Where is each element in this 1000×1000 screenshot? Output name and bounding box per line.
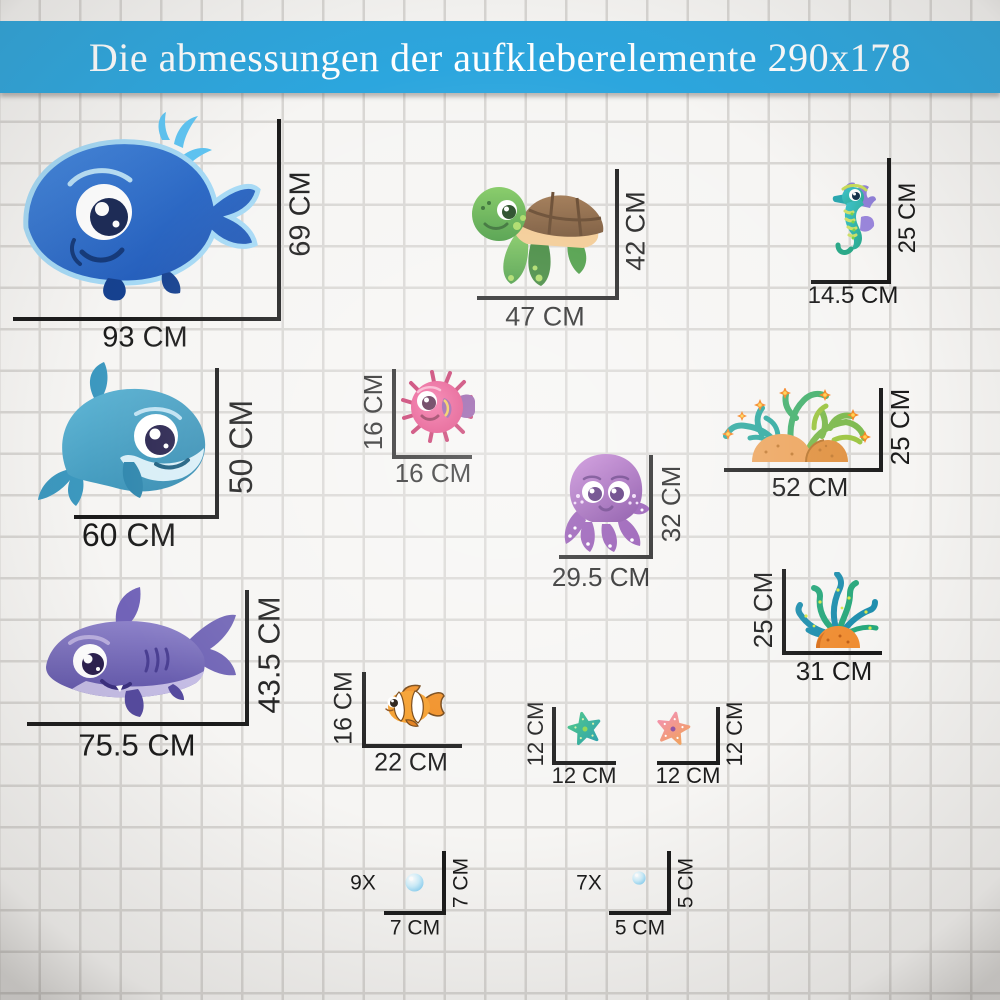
- shark-width-label: 75.5 CM: [78, 727, 196, 763]
- coral-height-line: [879, 388, 883, 472]
- pufferfish-width-label: 16 CM: [394, 458, 472, 488]
- shark-sticker: [46, 587, 236, 717]
- coral-sticker: [722, 388, 871, 463]
- octopus-sticker: [564, 454, 650, 552]
- clownfish-sticker: [385, 684, 445, 727]
- starfish-teal-sticker: [567, 711, 601, 746]
- starfish-teal-height-line: [552, 707, 556, 765]
- whale-height-line: [277, 119, 281, 321]
- dolphin-width-line: [74, 515, 219, 519]
- seaweed-sticker: [795, 572, 879, 648]
- bubble-small-sticker: [632, 871, 646, 885]
- seahorse-width-label: 14.5 CM: [807, 282, 899, 309]
- seahorse-sticker: [832, 182, 876, 255]
- starfish-teal-width-label: 12 CM: [551, 763, 617, 788]
- seaweed-width-label: 31 CM: [795, 656, 873, 686]
- bubble-large-sticker: [405, 873, 424, 892]
- whale-width-line: [13, 317, 281, 321]
- starfish-teal-width-line: [552, 761, 616, 765]
- seaweed-width-line: [782, 651, 882, 655]
- bubble-large-count-label: 9X: [350, 871, 376, 895]
- page-title: Die abmessungen der aufkleberelemente 29…: [88, 34, 912, 80]
- dolphin-sticker: [38, 362, 206, 506]
- coral-width-line: [724, 468, 883, 472]
- whale-sticker: [23, 112, 261, 301]
- title-banner: Die abmessungen der aufkleberelemente 29…: [0, 21, 1000, 93]
- octopus-height-line: [649, 455, 653, 559]
- clownfish-width-line: [362, 744, 462, 748]
- dolphin-height-line: [215, 368, 219, 519]
- starfish-pink-height-line: [716, 707, 720, 765]
- bubble-small-width-line: [609, 911, 671, 915]
- pufferfish-height-line: [392, 369, 396, 459]
- pufferfish-width-line: [392, 455, 472, 459]
- clownfish-width-label: 22 CM: [374, 748, 448, 777]
- shark-height-line: [245, 590, 249, 726]
- seahorse-width-line: [811, 280, 891, 284]
- turtle-sticker: [472, 187, 604, 286]
- bubble-large-height-line: [442, 851, 446, 915]
- whale-width-label: 93 CM: [102, 321, 188, 354]
- turtle-width-line: [477, 296, 619, 300]
- turtle-height-line: [615, 169, 619, 300]
- bubble-small-height-line: [667, 851, 671, 915]
- pufferfish-sticker: [401, 370, 475, 443]
- bubble-small-width-label: 5 CM: [614, 916, 666, 940]
- starfish-pink-sticker: [657, 711, 691, 745]
- octopus-width-label: 29.5 CM: [551, 562, 651, 592]
- octopus-width-line: [559, 555, 653, 559]
- dolphin-width-label: 60 CM: [81, 517, 177, 553]
- clownfish-height-line: [362, 672, 366, 748]
- bubble-large-width-label: 7 CM: [389, 916, 441, 940]
- seaweed-height-line: [782, 569, 786, 655]
- bubble-small-count-label: 7X: [576, 871, 602, 895]
- seahorse-height-line: [887, 158, 891, 284]
- coral-width-label: 52 CM: [771, 472, 849, 502]
- turtle-width-label: 47 CM: [505, 301, 585, 332]
- coral-flowers: [722, 388, 871, 443]
- starfish-pink-width-label: 12 CM: [655, 763, 721, 788]
- starfish-pink-width-line: [657, 761, 720, 765]
- bubble-large-width-line: [384, 911, 446, 915]
- shark-width-line: [27, 722, 249, 726]
- bubble-small-height-label: 5 CM: [674, 857, 698, 909]
